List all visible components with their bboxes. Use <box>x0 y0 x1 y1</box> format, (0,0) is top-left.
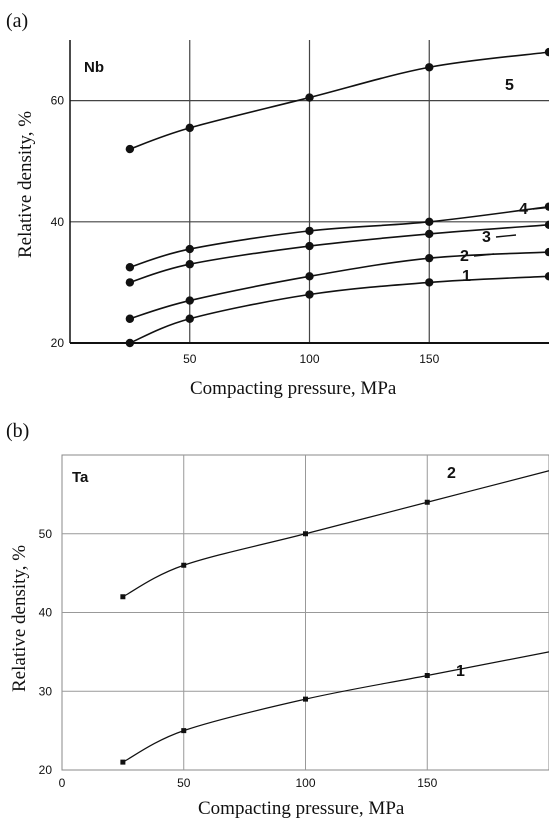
panel-label-b: (b) <box>6 420 30 442</box>
data-point-3 <box>125 278 135 287</box>
data-point-2 <box>125 314 135 323</box>
series-label-1: 1 <box>462 268 471 285</box>
data-point-2 <box>424 499 430 505</box>
data-point-5 <box>185 123 194 133</box>
series-line-2 <box>122 470 549 598</box>
data-point-5 <box>425 63 434 72</box>
data-point-1 <box>424 673 430 678</box>
series-line-5 <box>129 51 549 150</box>
y-tick-label-a: 60 <box>51 94 65 108</box>
data-point-2 <box>181 562 187 568</box>
x-axis-label-b: Compacting pressure, MPa <box>198 798 405 819</box>
series-label-5: 5 <box>505 77 514 94</box>
y-tick-label-b: 50 <box>39 527 53 541</box>
x-tick-label-a: 50 <box>183 352 197 366</box>
data-point-3 <box>185 260 194 269</box>
y-tick-label-b: 20 <box>39 763 53 777</box>
data-point-5 <box>305 93 314 102</box>
data-point-2 <box>303 531 308 537</box>
data-point-1 <box>305 290 314 299</box>
data-point-5 <box>125 144 135 154</box>
series-leader-4 <box>532 206 549 210</box>
data-point-1 <box>425 278 434 287</box>
element-label-b: Ta <box>72 469 89 486</box>
series-label-4: 4 <box>519 201 528 218</box>
data-point-3 <box>544 220 549 230</box>
y-tick-label-b: 40 <box>39 606 53 620</box>
data-point-1 <box>544 272 549 281</box>
y-tick-label-a: 20 <box>51 336 65 350</box>
series-label-3: 3 <box>482 229 491 246</box>
x-axis-label-a: Compacting pressure, MPa <box>190 378 397 399</box>
data-point-2 <box>425 253 434 263</box>
element-label-a: Nb <box>84 59 104 76</box>
data-point-1 <box>125 338 135 348</box>
data-point-1 <box>303 696 308 702</box>
x-tick-label-b: 100 <box>295 776 315 790</box>
y-tick-label-b: 30 <box>39 684 53 698</box>
data-point-2 <box>305 272 314 281</box>
data-point-3 <box>425 229 434 239</box>
series-line-2 <box>129 251 549 320</box>
series-line-1 <box>122 651 549 763</box>
data-point-1 <box>185 314 194 323</box>
series-label-1: 1 <box>456 663 465 680</box>
data-point-4 <box>425 217 434 226</box>
series-label-2: 2 <box>460 248 469 265</box>
data-point-1 <box>120 759 126 765</box>
data-point-4 <box>125 263 135 272</box>
x-tick-label-b: 50 <box>177 776 191 790</box>
series-leader-2 <box>473 253 495 257</box>
y-tick-label-a: 40 <box>51 215 65 229</box>
panel-label-a: (a) <box>6 10 29 32</box>
data-point-2 <box>544 247 549 257</box>
data-point-2 <box>185 296 194 305</box>
x-tick-label-b: 150 <box>417 776 437 790</box>
series-leader-3 <box>495 234 517 238</box>
x-tick-label-a: 150 <box>419 352 439 366</box>
data-point-4 <box>544 202 549 211</box>
data-point-5 <box>544 47 549 57</box>
data-point-4 <box>305 226 314 236</box>
data-point-4 <box>185 244 194 254</box>
data-point-1 <box>181 728 187 734</box>
x-tick-label-a: 100 <box>299 352 319 366</box>
x-tick-label-b: 0 <box>59 776 66 790</box>
data-point-2 <box>120 594 126 600</box>
series-label-2: 2 <box>447 465 456 482</box>
data-point-3 <box>305 241 314 251</box>
